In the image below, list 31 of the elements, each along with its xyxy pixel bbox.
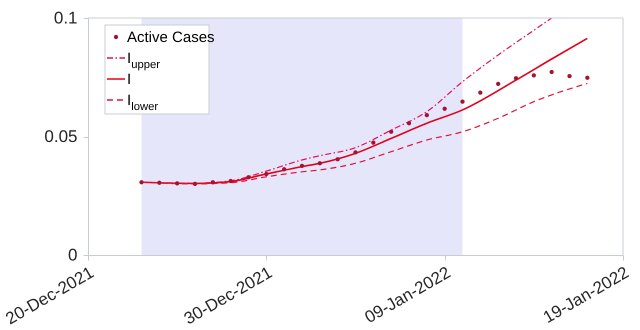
point [550, 70, 554, 74]
point [460, 100, 465, 104]
point [246, 175, 251, 180]
point [406, 121, 412, 126]
point [424, 113, 429, 118]
point [514, 76, 518, 80]
point [139, 180, 144, 184]
point [371, 140, 376, 145]
point [442, 106, 447, 111]
point [532, 73, 536, 78]
point [353, 150, 358, 154]
legend-label: Active Cases [127, 29, 215, 46]
point [175, 181, 180, 186]
point [567, 74, 572, 78]
point [318, 161, 322, 166]
point [228, 178, 233, 184]
point [264, 172, 268, 176]
point [585, 76, 590, 80]
y-tick-label: 0 [68, 246, 78, 264]
point [389, 130, 394, 134]
point [336, 157, 340, 162]
point [496, 82, 500, 86]
point [192, 182, 198, 186]
point [300, 164, 304, 168]
y-tick-label: 0.05 [44, 127, 78, 146]
point [210, 180, 215, 184]
point [282, 167, 286, 172]
point [157, 180, 162, 185]
legend-label: I [127, 71, 132, 88]
point [478, 90, 482, 95]
y-tick-label: 0.1 [54, 8, 78, 28]
